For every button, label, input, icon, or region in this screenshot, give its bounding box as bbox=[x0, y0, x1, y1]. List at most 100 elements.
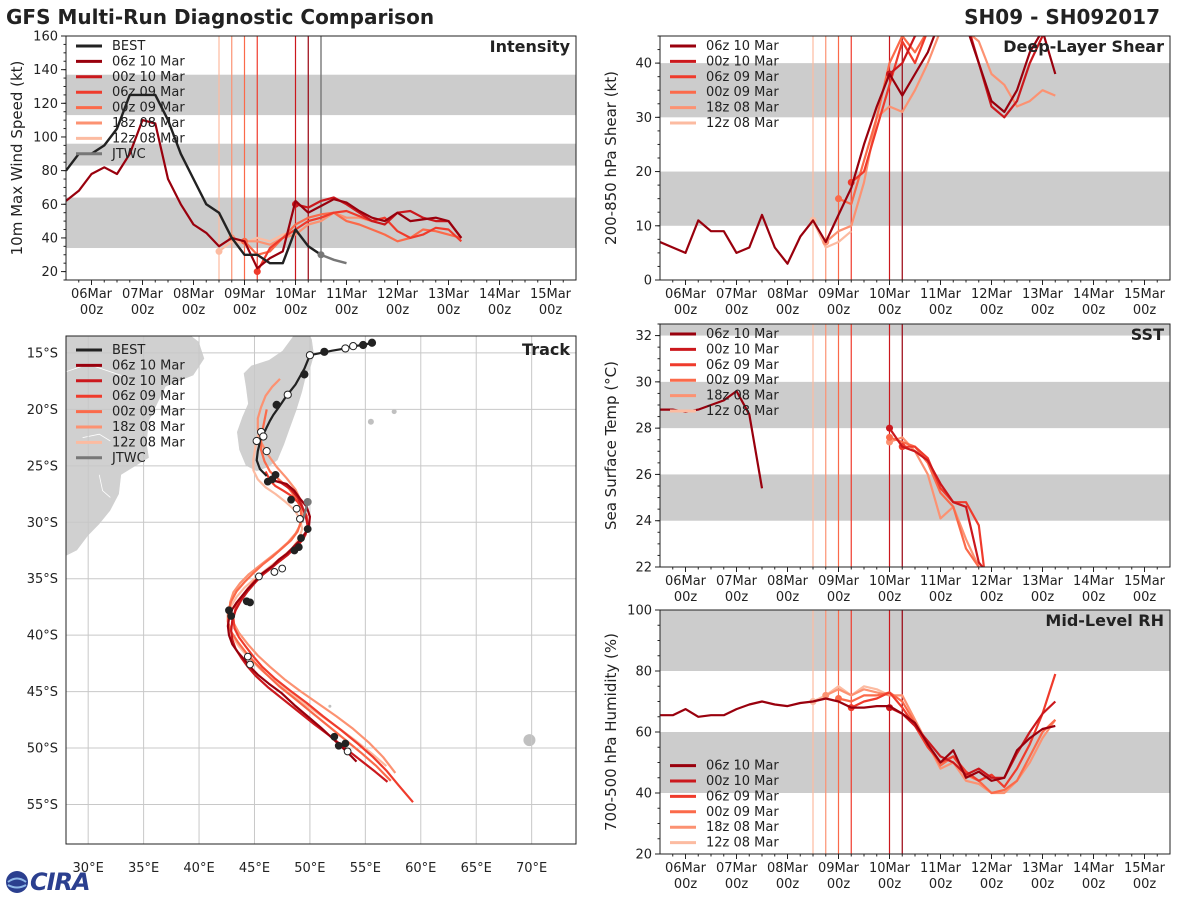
lat-tick-label: 40°S bbox=[27, 629, 58, 644]
x-tick-label-line: 00z bbox=[1031, 590, 1055, 605]
shaded-band bbox=[660, 324, 1170, 336]
x-tick-label-line: 00z bbox=[1133, 877, 1157, 892]
x-tick-label-line: 00z bbox=[980, 590, 1004, 605]
track-point bbox=[292, 504, 301, 513]
y-tick-label: 140 bbox=[33, 63, 58, 78]
y-tick-label: 40 bbox=[635, 57, 652, 72]
series-line bbox=[889, 436, 980, 567]
series-init-point bbox=[253, 268, 261, 276]
best-track-point bbox=[272, 400, 281, 409]
x-tick-label-line: 08Mar bbox=[173, 287, 215, 302]
x-tick-label-line: 00z bbox=[1031, 303, 1055, 318]
y-tick-label: 60 bbox=[635, 726, 652, 741]
x-tick-label-line: 15Mar bbox=[530, 287, 572, 302]
x-tick-label: 08Mar 00z bbox=[173, 287, 215, 318]
legend-label: 00z 10 Mar bbox=[706, 54, 779, 69]
lon-tick-label: 50°E bbox=[294, 861, 325, 876]
x-tick-label: 14Mar 00z bbox=[1073, 861, 1115, 892]
x-tick-label-line: 00z bbox=[488, 303, 512, 318]
x-tick-label: 13Mar 00z bbox=[1022, 861, 1064, 892]
x-tick-label-line: 00z bbox=[1082, 590, 1106, 605]
x-tick-label-line: 00z bbox=[284, 303, 308, 318]
lat-tick-label: 55°S bbox=[27, 798, 58, 813]
x-tick-label-line: 00z bbox=[674, 303, 698, 318]
y-tick-label: 160 bbox=[33, 30, 58, 45]
x-tick-label: 07Mar 00z bbox=[122, 287, 164, 318]
y-tick-label: 20 bbox=[635, 165, 652, 180]
x-tick-label-line: 10Mar bbox=[869, 861, 911, 876]
legend-label: JTWC bbox=[111, 451, 146, 466]
legend-label: 00z 10 Mar bbox=[706, 774, 779, 789]
track-point bbox=[290, 546, 299, 555]
x-tick-label: 09Mar 00z bbox=[818, 861, 860, 892]
series-line bbox=[850, 36, 927, 184]
map-layer bbox=[66, 336, 576, 844]
best-track-point bbox=[259, 432, 268, 441]
track-point bbox=[330, 732, 339, 741]
x-tick-label: 09Mar 00z bbox=[224, 287, 266, 318]
track-line bbox=[232, 471, 414, 803]
series-line bbox=[231, 211, 373, 246]
x-tick-label: 15Mar 00z bbox=[1124, 574, 1166, 605]
x-tick-label: 14Mar 00z bbox=[1073, 287, 1115, 318]
series-line bbox=[902, 445, 985, 567]
legend-label: 12z 08 Mar bbox=[112, 131, 185, 146]
x-tick-label-line: 00z bbox=[929, 303, 953, 318]
y-tick-label: 28 bbox=[635, 422, 652, 437]
jtwc-init-point bbox=[317, 251, 325, 259]
series-line bbox=[888, 36, 1044, 119]
x-tick-label: 15Mar 00z bbox=[1124, 287, 1166, 318]
x-tick-label-line: 14Mar bbox=[1073, 861, 1115, 876]
storm-id: SH09 - SH092017 bbox=[964, 5, 1160, 29]
track-line bbox=[226, 431, 388, 767]
x-tick-label-line: 06Mar bbox=[665, 287, 707, 302]
x-tick-label-line: 00z bbox=[725, 877, 749, 892]
x-tick-label: 06Mar 00z bbox=[665, 861, 707, 892]
best-track-point bbox=[252, 436, 261, 446]
island bbox=[523, 734, 536, 747]
x-tick-label-line: 12Mar bbox=[377, 287, 419, 302]
y-tick-label: 24 bbox=[635, 514, 652, 529]
x-tick-label-line: 00z bbox=[674, 877, 698, 892]
x-tick-label: 12Mar 00z bbox=[971, 574, 1013, 605]
x-tick-label-line: 07Mar bbox=[716, 287, 758, 302]
x-tick-label: 14Mar 00z bbox=[479, 287, 521, 318]
track-point bbox=[334, 741, 343, 750]
panel-title: Deep-Layer Shear bbox=[1003, 37, 1164, 56]
legend-label: BEST bbox=[112, 39, 145, 54]
x-tick-label-line: 06Mar bbox=[665, 861, 707, 876]
globe-icon bbox=[6, 871, 28, 893]
x-tick-label: 08Mar 00z bbox=[767, 287, 809, 318]
x-tick-label-line: 00z bbox=[776, 590, 800, 605]
series-line bbox=[825, 36, 1056, 243]
x-tick-label-line: 10Mar bbox=[275, 287, 317, 302]
track-point bbox=[296, 514, 304, 523]
x-tick-label-line: 00z bbox=[335, 303, 359, 318]
x-tick-label-line: 11Mar bbox=[326, 287, 368, 302]
track-point bbox=[303, 525, 312, 533]
island bbox=[367, 418, 374, 425]
shaded-band bbox=[660, 474, 1170, 521]
legend-label: 18z 08 Mar bbox=[706, 101, 779, 116]
series-line bbox=[660, 697, 1056, 782]
land-madagascar bbox=[236, 336, 315, 472]
x-tick-label-line: 00z bbox=[776, 303, 800, 318]
x-tick-label-line: 00z bbox=[386, 303, 410, 318]
best-track-point bbox=[283, 390, 292, 399]
x-tick-label-line: 00z bbox=[878, 303, 902, 318]
series-init-point bbox=[886, 433, 893, 441]
y-tick-label: 22 bbox=[635, 561, 652, 576]
x-tick-label-line: 08Mar bbox=[767, 574, 809, 589]
best-track-line bbox=[255, 341, 373, 477]
cira-logo: CIRA bbox=[4, 866, 91, 898]
lat-tick-label: 25°S bbox=[27, 459, 58, 474]
legend-label: 12z 08 Mar bbox=[112, 435, 185, 450]
x-tick-label-line: 00z bbox=[1082, 303, 1106, 318]
legend-label: 06z 09 Mar bbox=[706, 70, 779, 85]
lon-tick-label: 55°E bbox=[350, 861, 381, 876]
legend-label: 06z 10 Mar bbox=[112, 54, 185, 69]
track-point bbox=[343, 747, 352, 756]
x-tick-label-line: 06Mar bbox=[665, 574, 707, 589]
x-tick-label-line: 09Mar bbox=[818, 861, 860, 876]
